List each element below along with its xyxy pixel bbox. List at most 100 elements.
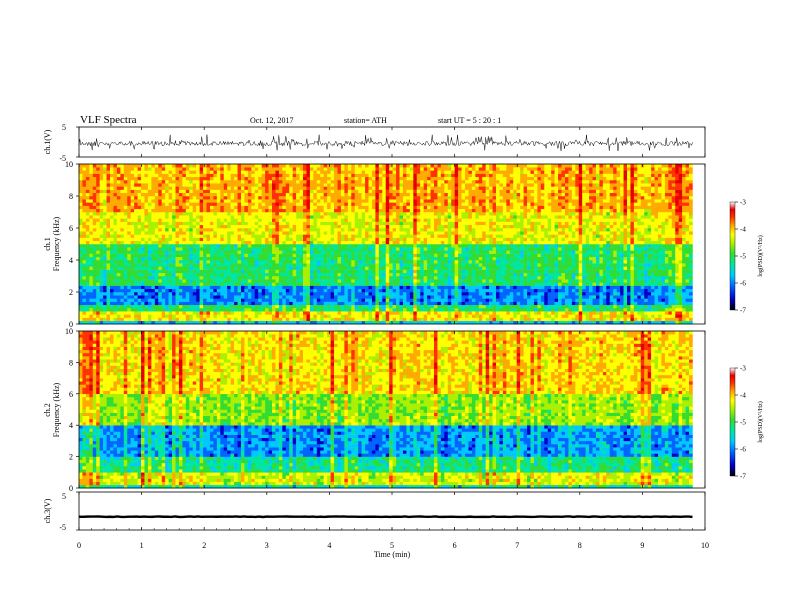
spectrogram-cell	[103, 320, 107, 325]
spectrogram-cell	[337, 269, 342, 274]
spectrogram-cell	[178, 253, 183, 258]
spectrogram-cell	[182, 189, 187, 194]
spectrogram-cell	[289, 186, 293, 190]
spectrogram-cell	[278, 256, 283, 261]
spectrogram-cell	[168, 221, 173, 226]
spectrogram-cell	[371, 186, 376, 190]
spectrogram-cell	[99, 301, 104, 306]
spectrogram-cell	[272, 292, 276, 296]
spectrogram-cell	[240, 180, 245, 184]
spectrogram-cell	[247, 234, 252, 238]
spectrogram-cell	[392, 308, 397, 312]
spectrogram-cell	[272, 279, 276, 283]
spectrogram-cell	[361, 167, 366, 171]
spectrogram-cell	[82, 244, 87, 248]
spectrogram-cell	[216, 285, 221, 290]
spectrogram-cell	[254, 304, 259, 309]
spectrogram-cell	[313, 221, 318, 226]
spectrogram-cell	[147, 231, 152, 235]
spectrogram-cell	[258, 282, 262, 286]
spectrogram-cell	[192, 263, 197, 267]
spectrogram-cell	[358, 240, 362, 245]
spectrogram-cell	[85, 308, 90, 312]
spectrogram-cell	[151, 170, 156, 174]
spectrogram-cell	[371, 285, 376, 290]
spectrogram-cell	[316, 240, 321, 245]
spectrogram-cell	[344, 170, 349, 174]
spectrogram-cell	[330, 247, 335, 251]
spectrogram-cell	[223, 170, 228, 174]
spectrogram-cell	[196, 244, 200, 248]
spectrogram-cell	[134, 208, 138, 213]
spectrogram-cell	[158, 212, 162, 216]
spectrogram-cell	[182, 295, 187, 299]
spectrogram-cell	[216, 250, 221, 254]
spectrogram-cell	[261, 240, 266, 245]
spectrogram-cell	[285, 311, 290, 315]
spectrogram-cell	[337, 183, 342, 187]
spectrogram-cell	[330, 276, 335, 280]
spectrogram-cell	[103, 234, 107, 238]
spectrogram-cell	[168, 228, 173, 232]
spectrogram-cell	[141, 192, 145, 197]
spectrogram-cell	[137, 224, 142, 229]
spectrogram-cell	[306, 250, 311, 254]
spectrogram-cell	[368, 308, 373, 312]
spectrogram-cell	[103, 288, 107, 293]
spectrogram-cell	[123, 266, 128, 270]
spectrogram-cell	[347, 167, 352, 171]
spectrogram-cell	[199, 298, 204, 302]
spectrogram-cell	[161, 186, 166, 190]
spectrogram-cell	[172, 244, 176, 248]
ch1-ytick-top: 5	[62, 123, 66, 132]
spectrogram-cell	[389, 320, 393, 325]
spectrogram-cell	[320, 266, 324, 270]
spectrogram-cell	[306, 205, 311, 210]
spectrogram-cell	[106, 272, 111, 277]
spectrogram-cell	[285, 170, 290, 174]
spectrogram-cell	[92, 298, 97, 302]
spectrogram-cell	[420, 308, 424, 312]
spectrogram-cell	[120, 224, 125, 229]
spectrogram-cell	[227, 276, 231, 280]
spectrogram-cell	[161, 208, 166, 213]
spectrogram-cell	[275, 304, 280, 309]
spectrogram-cell	[389, 173, 393, 178]
spectrogram-cell	[158, 176, 162, 181]
spectrogram-cell	[365, 180, 369, 184]
spectrogram-cell	[402, 234, 407, 238]
spectrogram-cell	[382, 263, 386, 267]
spectrogram-cell	[144, 164, 149, 168]
spectrogram-cell	[251, 266, 256, 270]
spectrogram-cell	[282, 311, 287, 315]
spectrogram-cell	[85, 221, 90, 226]
spectrogram-cell	[316, 276, 321, 280]
spectrogram-cell	[113, 173, 118, 178]
spectrogram-cell	[161, 183, 166, 187]
spectrogram-cell	[406, 317, 411, 322]
spectrogram-cell	[175, 205, 180, 210]
spectrogram-cell	[227, 301, 231, 306]
spectrogram-cell	[79, 234, 83, 238]
spectrogram-cell	[247, 288, 252, 293]
spectrogram-cell	[296, 266, 300, 270]
spectrogram-cell	[154, 288, 159, 293]
spectrogram-cell	[161, 221, 166, 226]
spectrogram-cell	[113, 317, 118, 322]
spectrogram-cell	[278, 199, 283, 203]
spectrogram-cell	[168, 304, 173, 309]
spectrogram-cell	[158, 215, 162, 219]
spectrogram-cell	[192, 199, 197, 203]
spectrogram-cell	[137, 260, 142, 264]
spectrogram-cell	[385, 224, 390, 229]
spectrogram-cell	[261, 298, 266, 302]
spectrogram-cell	[165, 266, 169, 270]
spectrogram-cell	[330, 167, 335, 171]
spectrogram-cell	[371, 205, 376, 210]
spectrogram-cell	[389, 298, 393, 302]
spectrogram-cell	[89, 298, 94, 302]
spectrogram-cell	[272, 231, 276, 235]
spectrogram-cell	[206, 180, 211, 184]
spectrogram-cell	[334, 314, 338, 318]
spectrogram-cell	[168, 237, 173, 242]
